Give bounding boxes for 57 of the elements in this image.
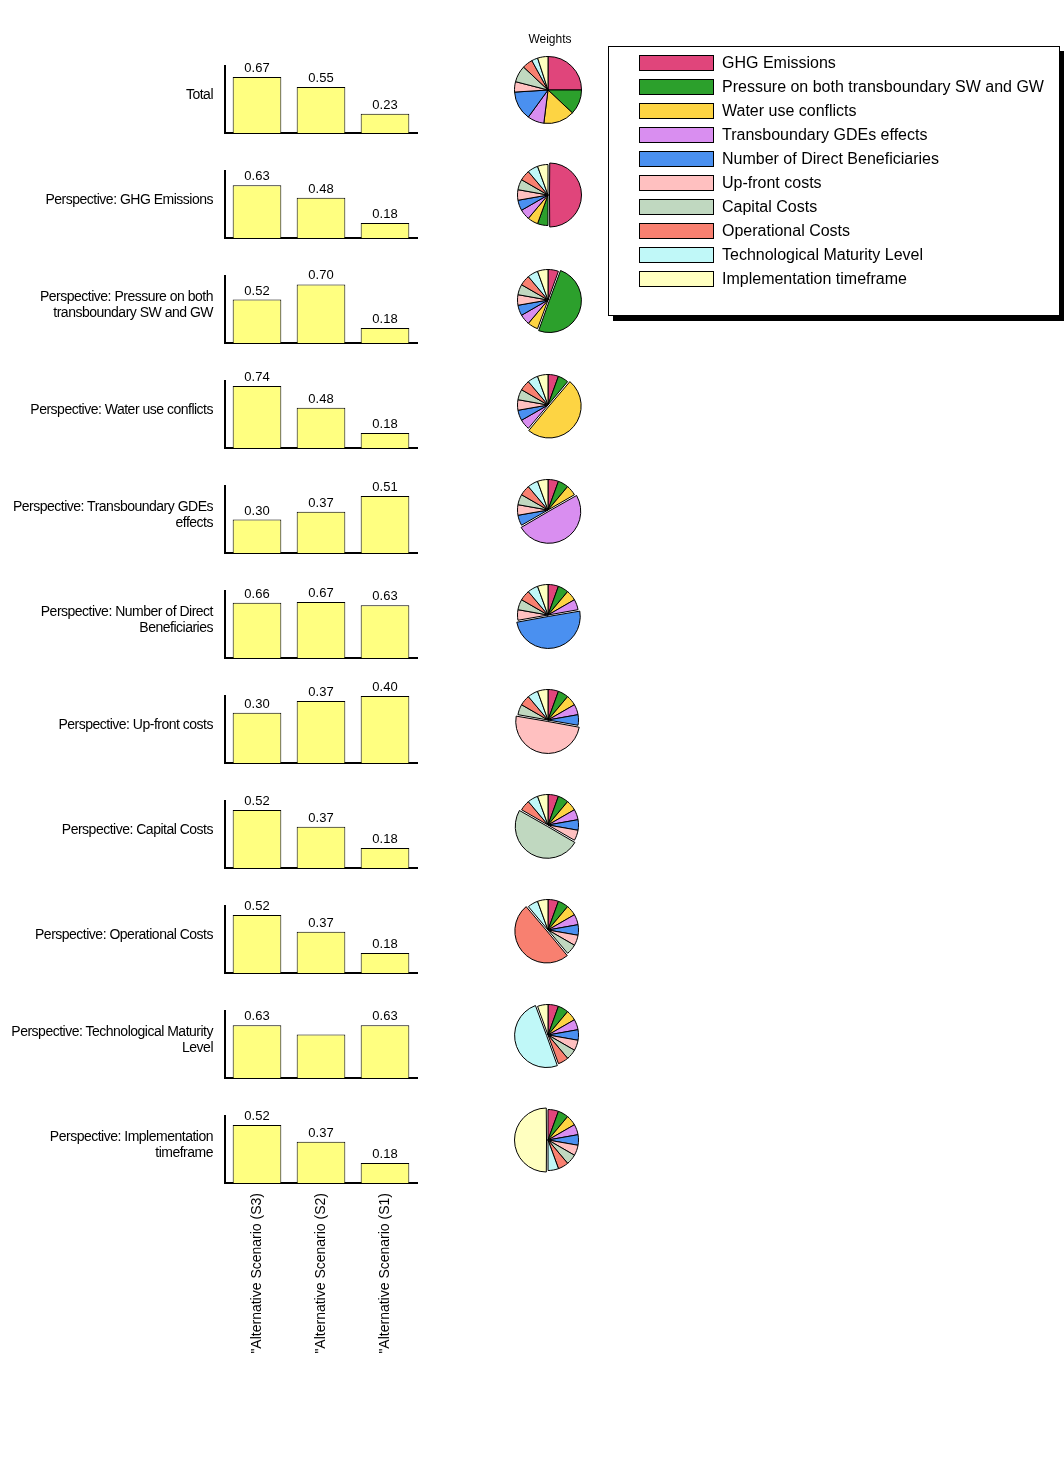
legend-label: Water use conflicts <box>722 102 857 120</box>
legend-label: Number of Direct Beneficiaries <box>722 150 939 168</box>
data-label: 0.70 <box>308 267 334 283</box>
data-label: 0.63 <box>244 1008 270 1024</box>
data-label: 0.18 <box>372 935 398 951</box>
legend-label: GHG Emissions <box>722 54 836 72</box>
x-tick-label: "Alternative Scenario (S3) <box>247 1193 264 1354</box>
legend-label: Transboundary GDEs effects <box>722 126 928 144</box>
data-label: 0.30 <box>244 695 270 711</box>
data-label: 0.30 <box>244 502 270 518</box>
data-label: 0.37 <box>308 809 334 825</box>
legend-label: Up-front costs <box>722 174 822 192</box>
data-label: 0.63 <box>244 168 270 184</box>
text: Perspective: Implementation timeframe <box>48 1126 214 1162</box>
data-label: 0.52 <box>244 898 270 914</box>
data-label: 0.55 <box>308 70 334 86</box>
data-label: 0.52 <box>244 1108 270 1124</box>
data-label: 0.63 <box>372 1008 398 1024</box>
text: Perspective: Operational Costs <box>34 924 214 944</box>
data-label: 0.74 <box>244 369 270 385</box>
text: Perspective: Up-front costs <box>57 714 214 734</box>
legend-label: Implementation timeframe <box>722 270 907 288</box>
data-label: 0.51 <box>372 479 398 495</box>
chart-title: Perspective: GHG Emissions <box>44 189 214 209</box>
data-label: 0.37 <box>308 1124 334 1140</box>
data-label: 0.18 <box>372 830 398 846</box>
legend-label: Pressure on both transboundary SW and GW <box>722 78 1044 96</box>
x-tick-label: "Alternative Scenario (S1) <box>375 1193 392 1354</box>
data-label: 0.37 <box>308 914 334 930</box>
data-label: 0.18 <box>372 206 398 221</box>
data-label: 0.37 <box>308 494 334 510</box>
data-label: 0.18 <box>372 1145 398 1161</box>
chart-title: Weights <box>527 32 573 46</box>
data-label: 0.48 <box>308 390 334 406</box>
data-label: 0.67 <box>308 584 334 600</box>
legend-label: Capital Costs <box>722 198 818 216</box>
data-label: 0.63 <box>372 588 398 604</box>
data-label: 0.40 <box>372 679 398 695</box>
data-label: 0.18 <box>372 416 398 431</box>
data-label: 0.66 <box>244 585 270 601</box>
x-tick-label: "Alternative Scenario (S2) <box>311 1193 328 1354</box>
text: Perspective: Capital Costs <box>60 819 214 839</box>
text: Perspective: Pressure on both transboundary SW and GW <box>38 286 215 322</box>
text: Perspective: Number of Direct Beneficiaries <box>39 601 215 637</box>
text: Perspective: Water use conflicts <box>29 399 214 419</box>
data-label: 0.52 <box>244 282 270 298</box>
text: Total <box>184 84 214 104</box>
data-label: 0.37 <box>308 684 334 700</box>
text: Perspective: Transboundary GDEs effects <box>11 496 214 532</box>
legend-label: Technological Maturity Level <box>722 246 923 264</box>
data-label: 0.18 <box>372 311 398 326</box>
data-label: 0.48 <box>308 180 334 196</box>
data-label: 0.52 <box>244 793 270 809</box>
chart-title: Perspective: Technological Maturity Level <box>10 1021 215 1057</box>
data-label: 0.67 <box>244 59 270 75</box>
legend-label: Operational Costs <box>722 222 851 240</box>
data-label: 0.23 <box>372 96 398 112</box>
